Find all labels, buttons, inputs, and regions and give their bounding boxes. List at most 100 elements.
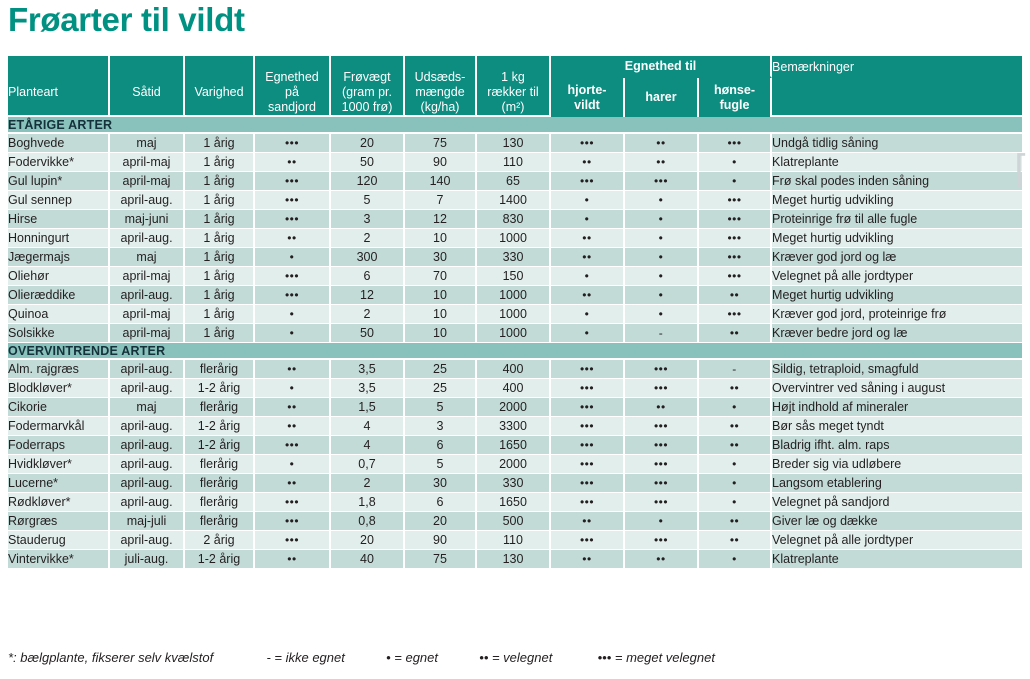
cell-rows: 150 xyxy=(477,267,551,286)
cell-fowl: •• xyxy=(699,531,773,550)
rating-dots-fowl: • xyxy=(732,174,737,188)
col-header-udsaedsmaengde: Udsæds- mængde (kg/ha) xyxy=(405,56,477,117)
rating-dots-sand: • xyxy=(289,326,295,340)
col-label-bemaerkninger: Bemærkninger xyxy=(772,60,855,74)
table-row: Blodkløver* april-aug. 1-2 årig • 3,5 25 400 ••… xyxy=(8,379,1023,398)
cell-weight: 20 xyxy=(331,531,405,550)
cell-name: Cikorie xyxy=(8,398,110,417)
table-row: Olieræddike april-aug. 1 årig ••• 12 10 1000 ••… xyxy=(8,286,1023,305)
cell-rows: 500 xyxy=(477,512,551,531)
col-label-egnethed-sandjord-line1: Egnethed xyxy=(265,70,319,84)
table-row: Vintervikke* juli-aug. 1-2 årig •• 40 75 130 ••… xyxy=(8,550,1023,569)
col-label-honse-line2: fugle xyxy=(719,97,750,112)
table-row: Hirse maj-juni 1 årig ••• 3 12 830 • • ••• Protein… xyxy=(8,210,1023,229)
cell-sand: •• xyxy=(255,550,331,569)
cell-fowl: •• xyxy=(699,324,773,343)
col-header-kg-raekker: 1 kg rækker til (m²) xyxy=(477,56,551,117)
cell-notes: Frø skal podes inden såning xyxy=(772,172,1023,191)
cell-duration: 1 årig xyxy=(185,305,255,324)
col-header-planteart: Planteart xyxy=(8,56,110,117)
cell-fowl: - xyxy=(699,360,773,379)
cell-hare: ••• xyxy=(625,172,699,191)
rating-dots-deer: •• xyxy=(582,288,592,302)
cell-fowl: ••• xyxy=(699,229,773,248)
cell-deer: •• xyxy=(551,550,625,569)
legend-very-well-suited: ••• = meget velegnet xyxy=(597,650,715,665)
rating-dots-fowl: • xyxy=(732,400,737,414)
rating-dots-fowl: ••• xyxy=(727,193,742,207)
table-row: Quinoa april-maj 1 årig • 2 10 1000 • • ••• Kræver… xyxy=(8,305,1023,324)
cell-fowl: • xyxy=(699,172,773,191)
cell-rows: 130 xyxy=(477,550,551,569)
rating-dots-fowl: •• xyxy=(729,533,740,547)
cell-rows: 400 xyxy=(477,360,551,379)
cell-sowing: april-aug. xyxy=(110,191,185,210)
rating-dots-deer: ••• xyxy=(579,476,595,490)
rating-dots-fowl: •• xyxy=(729,288,740,302)
rating-dots-fowl: •• xyxy=(729,381,740,395)
cell-sowing: april-aug. xyxy=(110,379,185,398)
cell-rows: 65 xyxy=(477,172,551,191)
section-title: OVERVINTRENDE ARTER xyxy=(8,343,1023,360)
cell-notes: Undgå tidlig såning xyxy=(772,134,1023,153)
cell-rows: 3300 xyxy=(477,417,551,436)
cell-amount: 25 xyxy=(405,379,477,398)
cell-sand: •• xyxy=(255,417,331,436)
cell-notes: Breder sig via udløbere xyxy=(772,455,1023,474)
cell-name: Quinoa xyxy=(8,305,110,324)
cell-notes: Kræver bedre jord og læ xyxy=(772,324,1023,343)
cell-rows: 2000 xyxy=(477,455,551,474)
rating-dots-deer: • xyxy=(584,269,590,283)
cell-hare: •• xyxy=(625,550,699,569)
cell-amount: 90 xyxy=(405,153,477,172)
rating-dots-sand: •• xyxy=(287,231,297,245)
section-header-row: ETÅRIGE ARTER xyxy=(8,117,1023,134)
cell-weight: 0,8 xyxy=(331,512,405,531)
cell-notes: Højt indhold af mineraler xyxy=(772,398,1023,417)
cell-sand: ••• xyxy=(255,172,331,191)
cell-name: Stauderug xyxy=(8,531,110,550)
rating-dots-deer: • xyxy=(584,193,590,207)
cell-fowl: ••• xyxy=(699,210,773,229)
cell-amount: 12 xyxy=(405,210,477,229)
table-row: Honningurt april-aug. 1 årig •• 2 10 1000 •• • ••… xyxy=(8,229,1023,248)
cell-weight: 3 xyxy=(331,210,405,229)
cell-name: Jægermajs xyxy=(8,248,110,267)
cell-fowl: ••• xyxy=(699,134,773,153)
cell-sowing: april-maj xyxy=(110,324,185,343)
cell-rows: 1000 xyxy=(477,324,551,343)
cell-sand: ••• xyxy=(255,267,331,286)
rating-dots-sand: ••• xyxy=(284,269,300,283)
table-row: Oliehør april-maj 1 årig ••• 6 70 150 • • ••• Vele… xyxy=(8,267,1023,286)
legend-suitable: • = egnet xyxy=(386,650,439,665)
cell-hare: • xyxy=(625,286,699,305)
cell-hare: ••• xyxy=(625,531,699,550)
rating-dots-deer: • xyxy=(584,326,590,340)
cell-fowl: ••• xyxy=(699,248,773,267)
rating-dots-hare: ••• xyxy=(653,174,669,188)
cell-weight: 3,5 xyxy=(331,379,405,398)
cell-notes: Velegnet på alle jordtyper xyxy=(772,531,1023,550)
rating-dots-deer: ••• xyxy=(579,457,595,471)
rating-dots-deer: ••• xyxy=(579,174,595,188)
table-row: Rørgræs maj-juli flerårig ••• 0,8 20 500 •• • •• G… xyxy=(8,512,1023,531)
cell-rows: 1000 xyxy=(477,286,551,305)
cell-amount: 10 xyxy=(405,286,477,305)
rating-dots-fowl: • xyxy=(732,155,737,169)
cell-name: Gul lupin* xyxy=(8,172,110,191)
rating-dots-fowl: - xyxy=(732,362,737,376)
cell-amount: 25 xyxy=(405,360,477,379)
cell-name: Hirse xyxy=(8,210,110,229)
cell-amount: 10 xyxy=(405,229,477,248)
cell-hare: • xyxy=(625,267,699,286)
cell-duration: 1 årig xyxy=(185,153,255,172)
rating-dots-hare: • xyxy=(658,269,664,283)
cell-rows: 110 xyxy=(477,531,551,550)
rating-dots-fowl: ••• xyxy=(727,231,742,245)
cell-sand: •• xyxy=(255,360,331,379)
cell-name: Blodkløver* xyxy=(8,379,110,398)
rating-dots-sand: ••• xyxy=(284,193,300,207)
cell-weight: 40 xyxy=(331,550,405,569)
cell-fowl: • xyxy=(699,493,773,512)
rating-dots-sand: •• xyxy=(287,419,297,433)
